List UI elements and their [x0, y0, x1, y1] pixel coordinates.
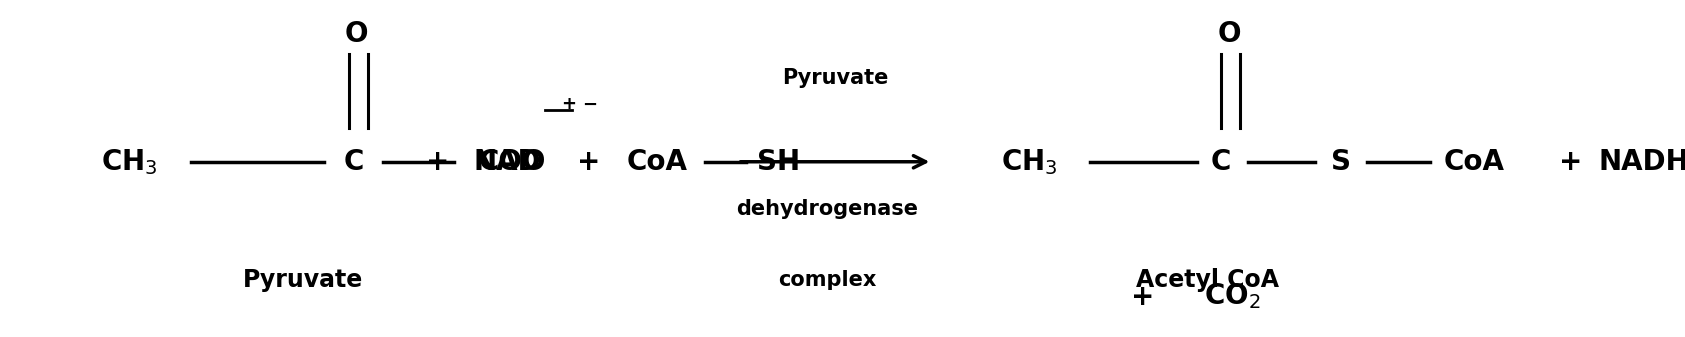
- Text: +: +: [561, 95, 576, 114]
- Text: +: +: [576, 148, 600, 176]
- Text: S: S: [1331, 148, 1351, 176]
- Text: O: O: [1217, 20, 1240, 48]
- Text: CH$_3$: CH$_3$: [1001, 147, 1058, 177]
- Text: CoA: CoA: [627, 148, 687, 176]
- Text: dehydrogenase: dehydrogenase: [736, 199, 918, 219]
- Text: +: +: [1131, 282, 1154, 311]
- Text: Pyruvate: Pyruvate: [243, 268, 364, 292]
- Text: C: C: [1212, 148, 1232, 176]
- Text: −: −: [583, 95, 598, 114]
- Text: NAD: NAD: [473, 148, 541, 176]
- Text: C: C: [344, 148, 364, 176]
- Text: CH$_3$: CH$_3$: [101, 147, 158, 177]
- Text: CoA: CoA: [1444, 148, 1505, 176]
- Text: CO$_2$: CO$_2$: [1203, 282, 1260, 311]
- Text: SH: SH: [757, 148, 800, 176]
- Text: O: O: [345, 20, 369, 48]
- Text: +: +: [426, 148, 450, 176]
- Text: complex: complex: [778, 270, 876, 290]
- Text: +: +: [1559, 148, 1582, 176]
- Text: Pyruvate: Pyruvate: [782, 67, 888, 88]
- Text: NADH: NADH: [1599, 148, 1685, 176]
- Text: Acetyl CoA: Acetyl CoA: [1136, 268, 1279, 292]
- Text: COO: COO: [479, 148, 546, 176]
